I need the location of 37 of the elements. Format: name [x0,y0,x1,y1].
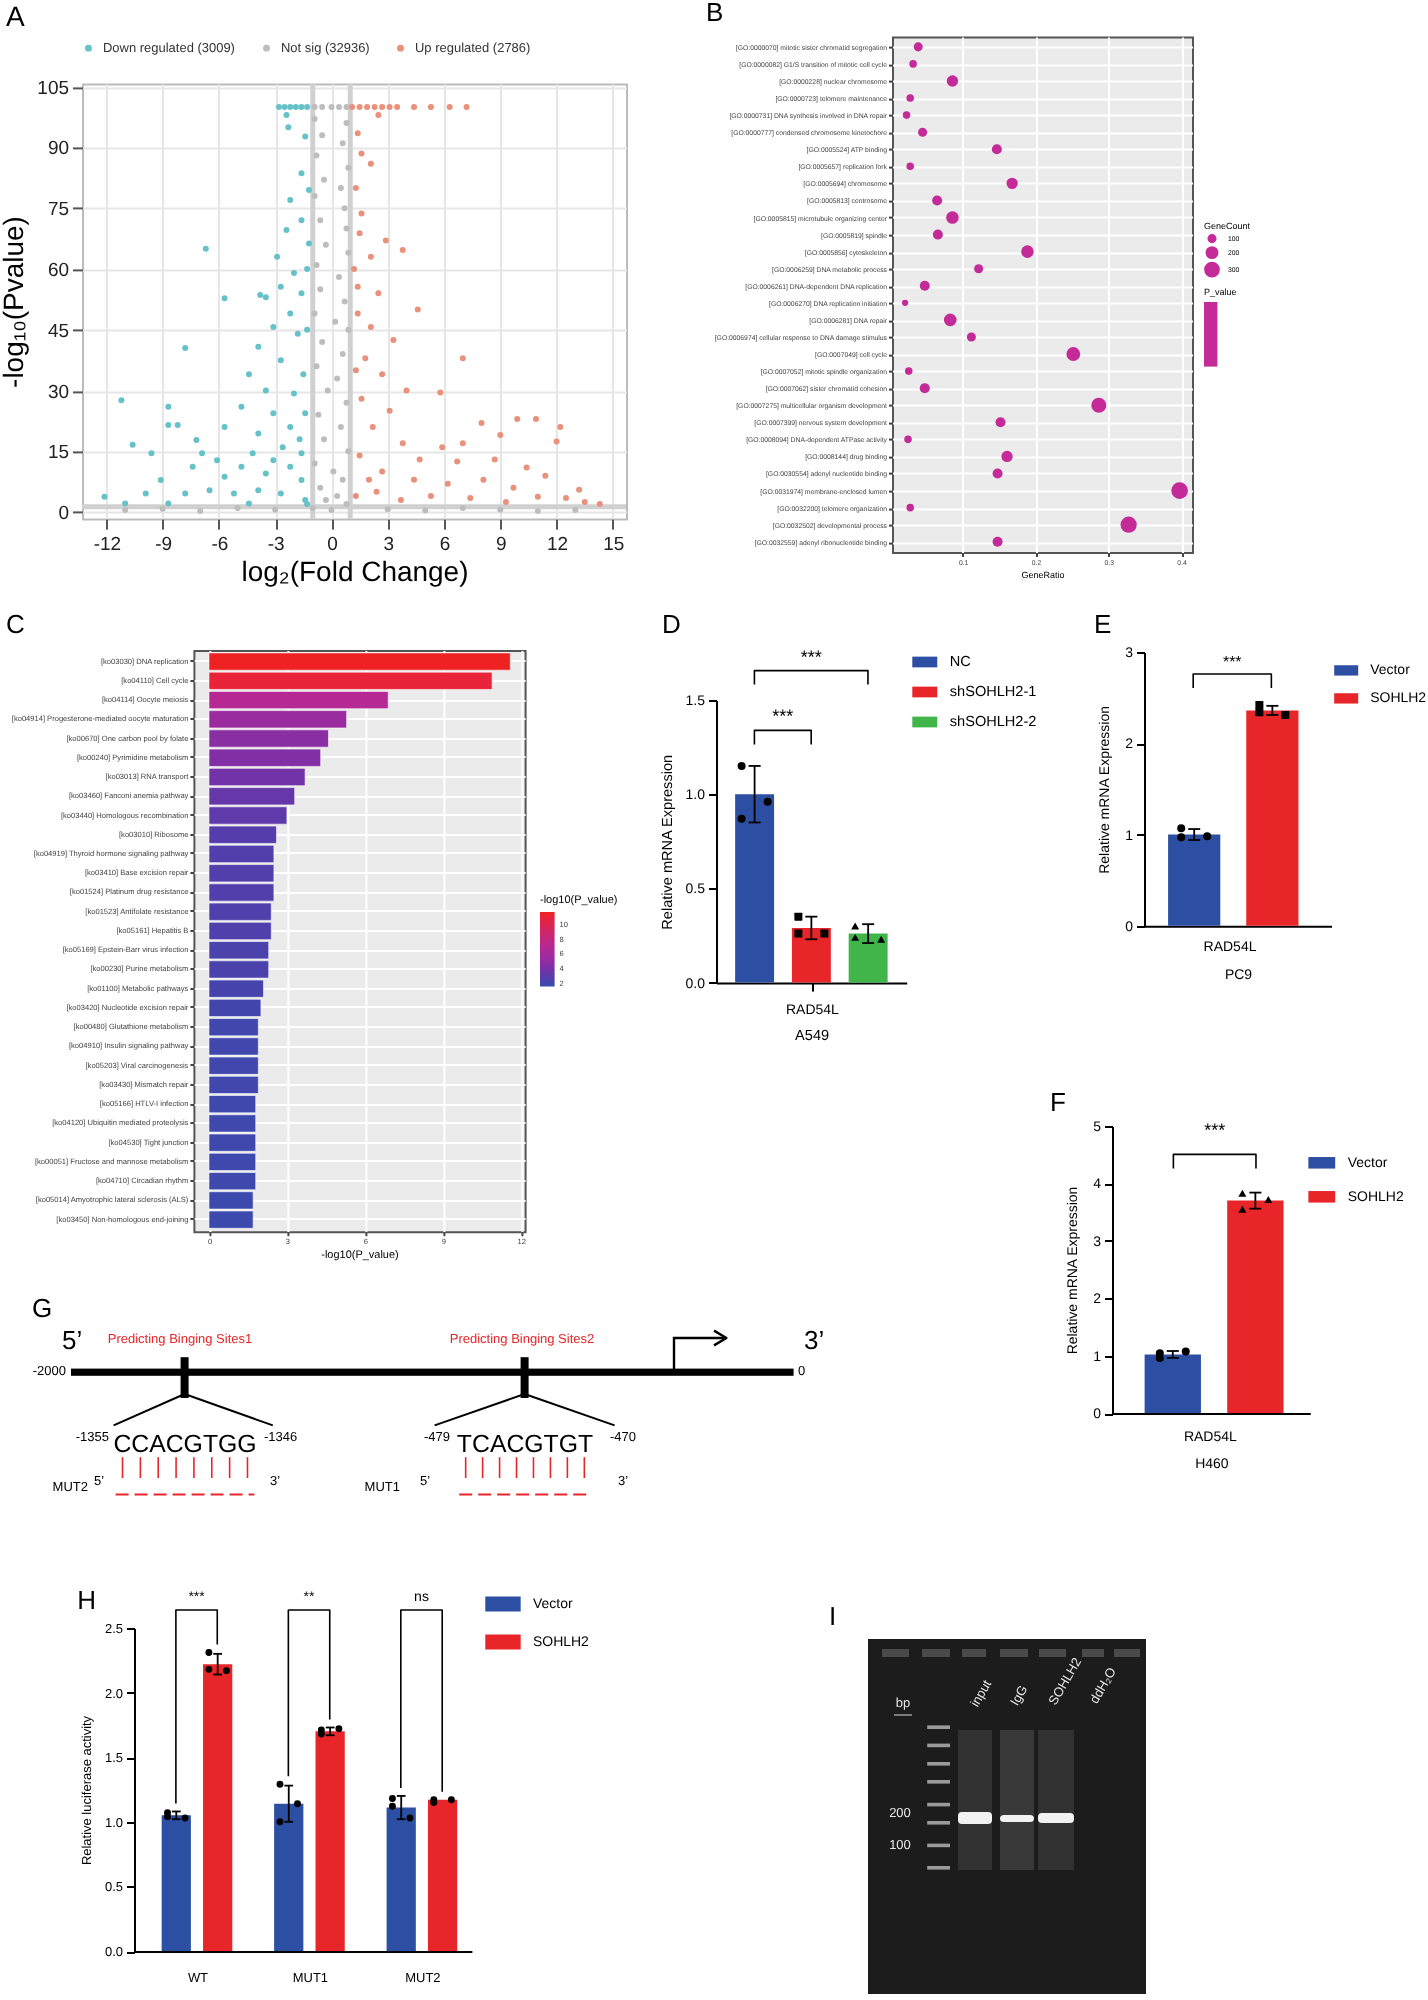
annotation: *** [1204,1120,1227,1141]
annotation: *** [1222,653,1242,671]
x-tick-label: 6 [439,533,451,556]
x-tick-label: 15 [603,533,625,556]
text: F [1050,1087,1066,1117]
x-tick-label: -9 [155,533,173,556]
x-tick-label: -3 [267,533,285,556]
x-tick-label: 9 [496,533,507,556]
text: 3’ [804,1325,825,1355]
text: G [32,1293,53,1323]
x-tick-label: -12 [93,533,122,556]
text: D [662,609,681,639]
text: E [1094,609,1112,639]
y-tick-label: 30 [47,381,69,404]
x-tick-label: -6 [211,533,229,556]
x-tick-label: 3 [383,533,395,556]
x-tick-label: 12 [547,533,569,556]
y-tick-label: 105 [37,77,69,100]
text: *** [800,646,823,667]
text: TCACGTGT [456,1430,594,1458]
text: I [829,1601,837,1631]
y-tick-label: 90 [47,138,69,161]
text: 5’ [62,1325,83,1355]
text: C [6,609,25,639]
text: CCACGTGG [113,1430,257,1458]
y-tick-label: 15 [47,442,69,465]
x-axis-title: log₂(Fold Change) [241,554,469,587]
text: A [6,0,25,32]
text: B [706,0,724,27]
y-tick-label: 60 [47,259,69,282]
y-tick-label: 0 [58,503,69,526]
text: H [77,1585,96,1615]
y-axis-title: -log₁₀(Pvalue) [0,216,30,388]
y-tick-label: 75 [47,199,69,222]
x-tick-label: 0 [327,533,338,556]
annotation: *** [772,706,795,727]
y-tick-label: 45 [47,320,69,343]
